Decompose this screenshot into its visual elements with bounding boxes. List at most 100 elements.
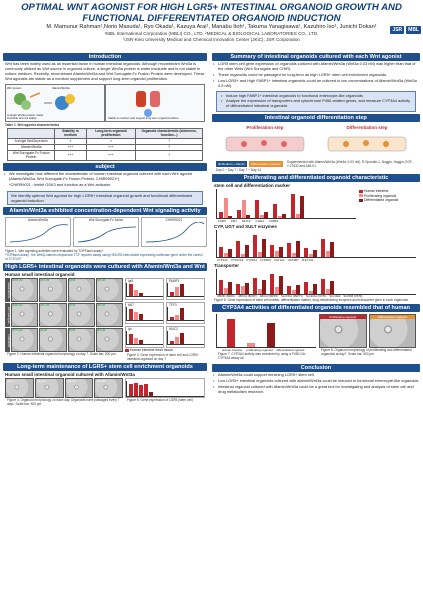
table-header-row: Stability in medium Long-term organoid p… <box>6 127 203 139</box>
tick-label: SLC51B (OSTβ) <box>343 295 363 299</box>
tick-label: differentiated organoid <box>276 348 305 353</box>
chart-surrogate: Wnt Surrogate-Fc fusion <box>73 217 139 248</box>
day-image-row: Day 7 Day 14 Day 42 Day 48 <box>5 377 123 398</box>
day-label: Day 14 <box>36 378 46 383</box>
tick-label: CHGA <box>255 219 265 224</box>
proliferating-image: Proliferating organoid <box>319 314 367 349</box>
table-header: Organoid characteristic (stemness, funct… <box>135 127 203 139</box>
figure8-caption: Figure 8. Organoid morphology of prolife… <box>321 348 412 357</box>
lgr5-subtitle: Human small intestinal organoid <box>5 272 75 278</box>
transporter-chart <box>216 269 416 296</box>
tick-label: SLC15A1 (PEPT1) <box>281 295 303 299</box>
gene-legend: Human intestine fresh tissue <box>125 348 205 353</box>
table-row: Wnt Surrogate-Fc Fusion Protein +++ +++ … <box>6 149 203 161</box>
day-label: Day 42 <box>66 378 76 383</box>
proliferation-well-icon <box>225 137 305 152</box>
summary-box-bullet-1: Induce high FABP1+ intestinal organoids … <box>220 93 412 99</box>
organoid-row-chir: CHIR99021 0.75 μM 3 μM 6 μM 12 μM <box>5 328 123 353</box>
section-introduction: Introduction <box>3 53 207 61</box>
proliferation-step: Proliferation step <box>216 124 314 158</box>
timeline-days: Day 0 ~ Day 7 / Day 7 ~ Day 14 <box>216 168 262 173</box>
diff-step-diagram: Proliferation step Differentiation step <box>212 122 420 160</box>
section-lgr5: High LGR5+ intestinal organoids were cul… <box>3 263 207 278</box>
subject-bullet: We investigate how different the charact… <box>3 171 207 182</box>
conc-label: 1 nM <box>69 304 76 308</box>
gene-label: TFF3 <box>169 303 177 308</box>
cyp3a4-chart <box>216 314 316 349</box>
summary-bullet-2: These organoids could be passaged for lo… <box>212 72 420 78</box>
conc-label: 10 nM <box>97 279 105 283</box>
curve-chir <box>145 221 205 243</box>
diagram-label-0: Wnt protein <box>7 85 22 90</box>
longterm-chart: Figure 5. Gene expression of LGR5 (stem … <box>125 377 205 406</box>
right-column: Summary of intestinal organoids cultured… <box>212 53 420 396</box>
figure7-caption: Figure 7. CYP3A4 activity was examined b… <box>218 352 306 361</box>
organoid-image: 0.1 nM <box>39 303 67 328</box>
conc-label: 12 μM <box>97 329 106 333</box>
poster-title: OPTIMAL WNT AGONIST FOR HIGH LGR5+ INTES… <box>0 0 423 24</box>
left-column: Introduction Wnt has been widely used as… <box>3 53 207 406</box>
summary-box-bullet-2: Analyze the expression of transporters a… <box>220 99 412 109</box>
cyp3a4-morphology: Proliferating organoid Differentiated or… <box>319 314 416 360</box>
organoid-image: Day 48 <box>94 377 123 398</box>
figure3-caption: Figure 3. Gene expression of stem cell a… <box>127 352 199 361</box>
wnt-agonist-table: Stability in medium Long-term organoid p… <box>6 127 203 161</box>
organoid-image: 0.75 μM <box>11 328 39 353</box>
lgr5-day-chart <box>125 377 205 398</box>
subject-note: *CHIR99021 : inhibit GSK3 and function a… <box>9 182 111 188</box>
section-subject: subject <box>3 162 207 171</box>
curve-surrogate <box>77 226 137 243</box>
chart-title: CHIR99021 <box>165 218 183 223</box>
legend-label: Proliferating organoid <box>364 193 397 198</box>
section-diff-step: Intestinal organoid differentiation step <box>212 114 420 123</box>
organoid-image: Day 14 <box>34 377 64 398</box>
logos: JSR MBL <box>390 26 421 34</box>
longterm-figure-area: Day 7 Day 14 Day 42 Day 48 Figure 4. Org… <box>3 377 207 406</box>
table-header <box>6 127 56 139</box>
conc-label: 0.06 nM <box>13 304 23 308</box>
longterm-subtitle: Human small intestinal organoid cultured… <box>5 371 135 377</box>
conc-label: 0.75 μM <box>13 329 23 333</box>
row-label: Wnt Surrogate <box>5 303 10 328</box>
gene-panel-pamp1: PAMP1 <box>166 278 205 301</box>
lgr5-figure-area: Afamin/Wnt3a 0.03 nM 0.1 nM 1 nM 10 nM W… <box>3 278 207 361</box>
tick-label: SLC10A2 <box>329 295 341 299</box>
legend-label: Human intestine <box>364 189 389 194</box>
gene-panel-ki67: ki67 <box>125 302 164 325</box>
section-prolif-diff: Proliferating and differentiated organoi… <box>212 174 420 183</box>
marker-chart <box>216 189 356 220</box>
morphology-images: Proliferating organoid Differentiated or… <box>319 314 416 349</box>
section-longterm: Long-term maintenance of LGR5+ stem cell… <box>3 362 207 371</box>
day-label: Day 7 <box>7 378 15 383</box>
organoid-image: 10 nM <box>95 303 123 328</box>
chart-title: Afamin/Wnt3a <box>27 218 49 223</box>
conc-label: 0.03 nM <box>13 279 23 283</box>
wnt-protein-icon <box>14 91 75 110</box>
tick-label: CYP2D6 <box>259 258 271 263</box>
authors: M. Mamunur Rahman¹,Norio Masuda¹, Ryo Ok… <box>46 24 377 30</box>
wnt-activity-charts: Afamin/Wnt3a Wnt Surrogate-Fc fusion CHI… <box>5 217 207 248</box>
tick-label: CYP3A4 <box>246 258 257 263</box>
gene-panel-grid: lgr5 PAMP1 ki67 TFF3 lyz MUC2 <box>125 278 205 349</box>
chart-afamin: Afamin/Wnt3a <box>5 217 71 248</box>
panel-label: Proliferating organoid <box>320 315 366 320</box>
tick-label: ABCG2 (BCRP) <box>238 295 257 299</box>
section-conclusion: Conclusion <box>212 364 420 373</box>
cyp-chart <box>216 230 416 259</box>
step-title: Differentiation step <box>346 125 388 131</box>
organoid-image: Day 7 <box>5 377 34 398</box>
curve-afamin <box>9 224 69 243</box>
affiliation-2: ³JSR-Keio University Medical and Chemica… <box>123 36 300 42</box>
organoid-grid: Afamin/Wnt3a 0.03 nM 0.1 nM 1 nM 10 nM W… <box>5 278 123 361</box>
legend-label: Human intestine fresh tissue <box>130 348 173 353</box>
gene-panel-lgr5: lgr5 <box>125 278 164 301</box>
tick-label: ABCB1 (MDR1) <box>217 295 236 299</box>
row-label: CHIR99021 <box>5 328 10 353</box>
medium-description: Supplemented with Afamin/Wnt3a (Wnt3a: 0… <box>286 160 413 169</box>
conclusion-bullet-3: Intestinal organoid cultured with Afamin… <box>212 384 420 395</box>
wnt-protein-diagram: A single Wnt3a protein: water insoluble … <box>5 83 105 122</box>
sub-transporter: Transporter <box>214 263 240 269</box>
summary-bullet-1: LGR5 stem cell gene expression of organo… <box>212 61 420 72</box>
chart-chir: CHIR99021 <box>141 217 207 248</box>
tick-label: KI67 <box>230 219 238 224</box>
